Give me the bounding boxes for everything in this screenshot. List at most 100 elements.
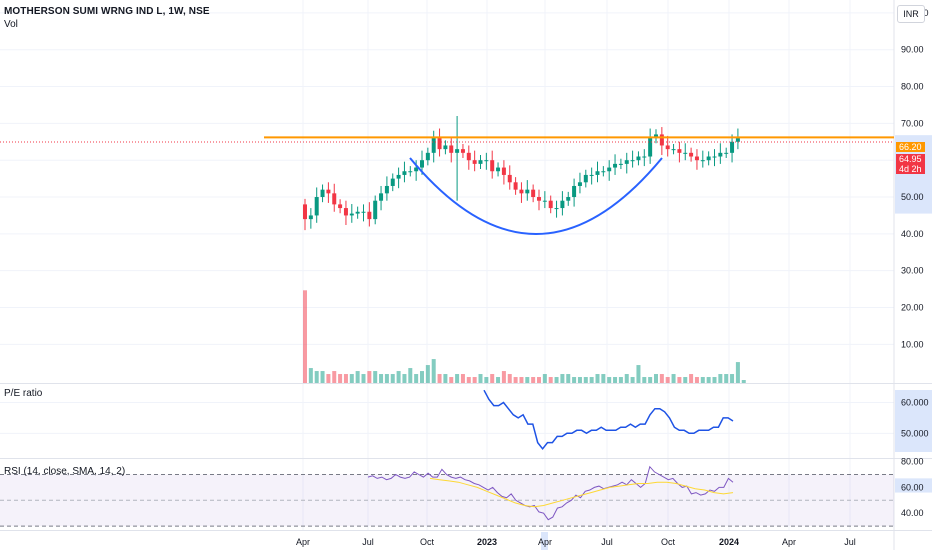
volume-bar [607,377,612,383]
volume-bar [513,377,518,383]
volume-bar [730,374,735,383]
candle-body [501,167,506,175]
volume-bar [554,377,559,383]
volume-bar [501,371,506,383]
volume-bar [455,374,460,383]
candle-body [478,160,483,164]
candle-body [349,213,354,216]
volume-bar [414,374,419,383]
pe-ratio-label: P/E ratio [4,388,43,399]
volume-bar [648,377,653,383]
candle-body [449,145,454,153]
volume-bar [694,377,699,383]
candle-body [367,211,372,220]
volume-bar [560,374,565,383]
candle-body [718,152,723,157]
candle-body [601,171,606,173]
volume-bar [490,374,495,383]
volume-bar [665,377,670,383]
volume-bar [384,374,389,383]
candle-body [671,149,676,151]
volume-bar [478,374,483,383]
volume-bar [437,374,442,383]
candle-body [396,174,401,179]
chart-title: MOTHERSON SUMI WRNG IND L, 1W, NSE [4,6,210,17]
candle-body [572,185,577,198]
candle-body [577,182,582,186]
price-tick-label: 30.00 [901,266,924,276]
volume-bar [431,359,436,383]
volume-bar [537,377,541,383]
candle-body [642,156,647,158]
volume-bar [425,365,430,383]
volume-bar [390,374,395,383]
candle-body [560,200,565,209]
volume-bar [689,374,694,383]
rsi-line [367,465,734,521]
volume-label: Vol [4,19,18,30]
candle-body [379,193,384,201]
volume-bar [472,377,477,383]
volume-bar [308,368,313,383]
time-range-highlight [541,532,548,550]
volume-bar [443,374,448,383]
candle-body [548,200,553,209]
price-tick-label: 80.00 [901,82,924,92]
volume-bar [577,377,582,383]
volume-bar [349,374,354,383]
candle-body [677,149,682,153]
volume-bar [683,377,688,383]
volume-bar [408,368,413,383]
candle-body [507,174,512,183]
time-tick-label: Oct [420,537,435,547]
volume-bar [484,377,489,383]
time-tick-label: Jul [601,537,613,547]
candle-body [513,182,518,190]
volume-bar [420,371,424,383]
candle-body [630,160,635,162]
candle-body [490,160,495,172]
candle-body [384,185,389,194]
candle-body [443,145,448,150]
volume-bar [449,377,454,383]
volume-bar [613,377,618,383]
volume-bar [636,365,641,383]
candle-body [613,163,618,168]
candle-body [343,208,348,216]
volume-bar [741,380,746,383]
volume-bar [566,374,571,383]
candle-body [525,189,530,194]
volume-bar [496,377,501,383]
candle-body [566,197,571,201]
volume-bar [589,377,594,383]
volume-bar [724,374,729,383]
candle-body [361,211,366,213]
candle-body [689,152,694,157]
candle-body [390,178,395,186]
pe-tick-label: 50.000 [901,428,929,438]
volume-bar [355,371,360,383]
candle-body [320,189,325,198]
candle-body [496,167,501,172]
volume-bar [531,377,536,383]
candle-body [308,215,313,220]
candle-body [338,204,343,209]
volume-bar [466,377,471,383]
pe-range-highlight [895,390,932,452]
cup-pattern-curve [409,157,663,235]
pe-tick-label: 60.000 [901,398,929,408]
time-tick-label: Apr [782,537,796,547]
volume-bar [624,374,629,383]
candle-body [408,171,413,173]
currency-button[interactable]: INR [897,5,925,23]
volume-bar [618,377,623,383]
candle-body [589,174,594,176]
price-tick-label: 20.00 [901,303,924,313]
volume-bar [525,377,530,383]
candle-body [595,171,600,175]
price-tick-label: 10.00 [901,339,924,349]
time-tick-label: Apr [296,537,310,547]
candle-body [402,171,407,175]
